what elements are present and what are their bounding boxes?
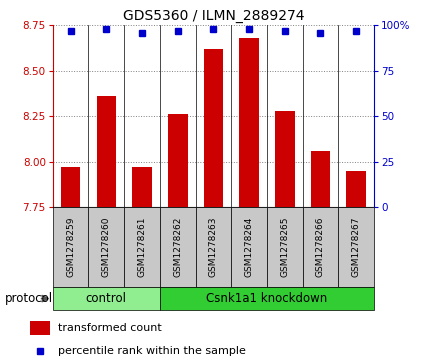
- Bar: [338, 207, 374, 287]
- Bar: [303, 207, 338, 287]
- Text: GSM1278265: GSM1278265: [280, 217, 289, 277]
- Text: percentile rank within the sample: percentile rank within the sample: [59, 346, 246, 356]
- Bar: [88, 207, 124, 287]
- Text: GSM1278260: GSM1278260: [102, 217, 111, 277]
- Text: control: control: [86, 292, 127, 305]
- Text: GSM1278264: GSM1278264: [245, 217, 253, 277]
- Text: GSM1278263: GSM1278263: [209, 217, 218, 277]
- Text: transformed count: transformed count: [59, 323, 162, 333]
- Text: GSM1278267: GSM1278267: [352, 217, 361, 277]
- Bar: [160, 207, 195, 287]
- Bar: [124, 207, 160, 287]
- Bar: [30, 321, 50, 335]
- Text: GSM1278261: GSM1278261: [138, 217, 147, 277]
- Text: GSM1278259: GSM1278259: [66, 217, 75, 277]
- Bar: [231, 207, 267, 287]
- Bar: [267, 207, 303, 287]
- Text: Csnk1a1 knockdown: Csnk1a1 knockdown: [206, 292, 327, 305]
- Bar: [195, 207, 231, 287]
- Bar: [346, 171, 366, 207]
- Text: GSM1278266: GSM1278266: [316, 217, 325, 277]
- Text: GSM1278262: GSM1278262: [173, 217, 182, 277]
- Bar: [160, 287, 374, 310]
- Bar: [311, 151, 330, 207]
- Text: protocol: protocol: [4, 292, 52, 305]
- Bar: [275, 111, 295, 207]
- Bar: [168, 114, 187, 207]
- Bar: [132, 167, 152, 207]
- Bar: [53, 207, 88, 287]
- Bar: [61, 167, 81, 207]
- Bar: [96, 96, 116, 207]
- Bar: [53, 287, 160, 310]
- Bar: [204, 49, 223, 207]
- Bar: [239, 38, 259, 207]
- Title: GDS5360 / ILMN_2889274: GDS5360 / ILMN_2889274: [123, 9, 304, 23]
